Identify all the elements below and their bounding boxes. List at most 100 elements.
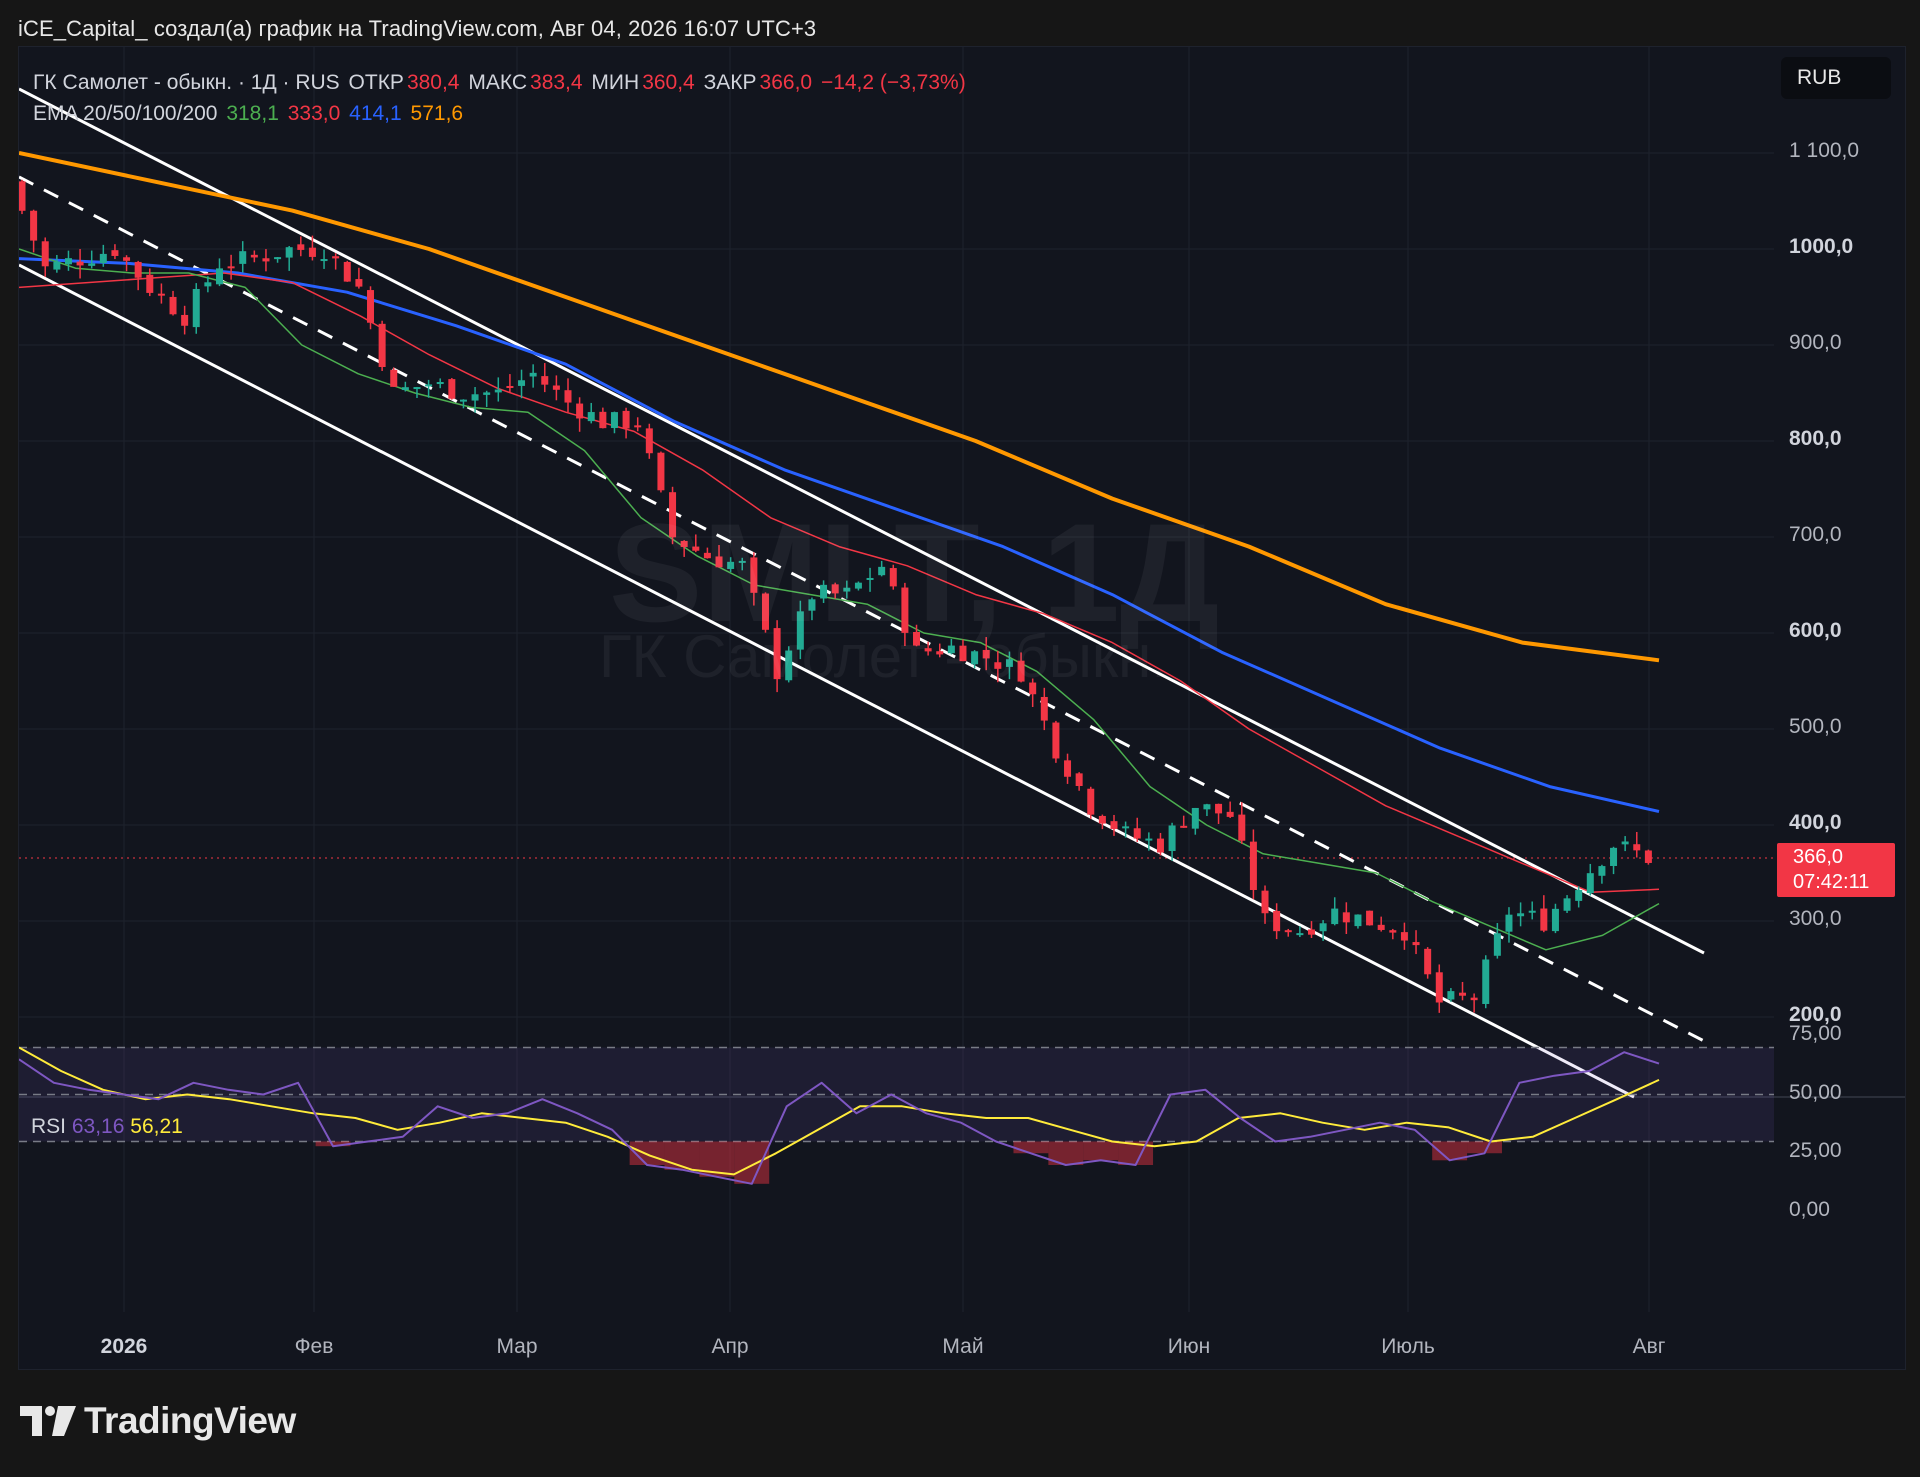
candle-body <box>622 410 630 429</box>
candle-body <box>1156 838 1164 853</box>
candle-body <box>1284 930 1292 933</box>
time-tick-label: Фев <box>294 1335 334 1358</box>
candle-body <box>1610 847 1618 866</box>
candle-body <box>854 582 862 589</box>
candle-body <box>297 244 305 250</box>
candle-body <box>785 650 793 681</box>
channel-upper-line <box>19 87 1705 955</box>
candle-body <box>750 557 758 593</box>
last-price-badge: 366,0 07:42:11 <box>1777 843 1895 897</box>
candle-body <box>1052 722 1060 759</box>
candle-body <box>1226 811 1234 817</box>
candle-body <box>1459 992 1467 996</box>
candle-body <box>1493 933 1501 956</box>
candle-body <box>1307 929 1315 935</box>
rsi-tick-label: 25,00 <box>1789 1139 1842 1163</box>
candle-body <box>576 403 584 419</box>
ema20-value: 318,1 <box>226 102 279 125</box>
candle-body <box>1331 908 1339 925</box>
candle-body <box>471 394 479 401</box>
candle-body <box>250 254 258 258</box>
candle-body <box>1133 828 1141 839</box>
candle-body <box>1377 924 1385 930</box>
candle-body <box>1633 844 1641 851</box>
candle-body <box>483 392 491 395</box>
candle-body <box>657 452 665 491</box>
candle-body <box>645 428 653 454</box>
time-tick-label: Авг <box>1632 1335 1666 1358</box>
candle-body <box>889 568 897 587</box>
currency-button[interactable]: RUB <box>1781 57 1891 99</box>
last-price: 366,0 <box>1793 846 1844 868</box>
price-tick-label: 500,0 <box>1789 715 1842 738</box>
candle-body <box>1575 890 1583 901</box>
candle-body <box>53 261 61 270</box>
rsi-oversold-fill <box>315 1141 351 1147</box>
candle-body <box>1621 841 1629 845</box>
symbol-name[interactable]: ГК Самолет - обыкн. · 1Д · RUS <box>33 71 340 94</box>
candle-body <box>390 369 398 387</box>
candle-body <box>378 323 386 368</box>
candle-body <box>1354 914 1362 927</box>
tradingview-logo[interactable]: TradingView <box>20 1400 296 1442</box>
candle-body <box>541 376 549 385</box>
price-tick-label: 600,0 <box>1789 619 1842 642</box>
candle-body <box>99 253 107 264</box>
high-label: МАКС <box>468 71 528 94</box>
time-tick-label: Июн <box>1167 1335 1211 1358</box>
candle-body <box>1261 890 1269 914</box>
candle-body <box>239 251 247 264</box>
candle-body <box>30 210 38 241</box>
chart-canvas[interactable] <box>19 47 1905 1369</box>
candle-body <box>1075 773 1083 787</box>
candle-body <box>1180 825 1188 828</box>
ema-lines <box>19 151 1660 951</box>
candle-body <box>123 257 131 261</box>
candle-body <box>204 282 212 287</box>
candle-body <box>436 382 444 385</box>
candle-body <box>599 411 607 429</box>
rsi-pane <box>19 1046 1774 1185</box>
candle-body <box>332 256 340 259</box>
candle-body <box>401 387 409 391</box>
candle-body <box>761 593 769 630</box>
price-tick-label: 200,0 <box>1789 1003 1842 1026</box>
candle-body <box>1412 942 1420 946</box>
rsi-line <box>19 1051 1660 1185</box>
close-value: 366,0 <box>759 71 813 94</box>
low-label: МИН <box>591 71 640 94</box>
candle-body <box>76 261 84 266</box>
candle-body <box>703 552 711 559</box>
candle-body <box>913 632 921 646</box>
rsi-oversold-fill <box>1048 1141 1084 1165</box>
candle-body <box>192 288 200 328</box>
candle-body <box>878 566 886 576</box>
candle-body <box>1191 807 1199 829</box>
candle-body <box>994 662 1002 669</box>
candle-body <box>308 247 316 257</box>
candle-body <box>1319 923 1327 932</box>
price-tick-label: 700,0 <box>1789 523 1842 546</box>
candle-body <box>692 546 700 551</box>
candle-body <box>494 389 502 393</box>
rsi-label[interactable]: RSI <box>31 1115 67 1138</box>
time-tick-label: Май <box>942 1335 984 1358</box>
rsi-value: 63,16 <box>71 1115 125 1138</box>
candle-body <box>796 611 804 650</box>
change-value: −14,2 (−3,73%) <box>820 71 966 94</box>
candle-body <box>587 412 595 422</box>
candle-body <box>947 645 955 654</box>
price-tick-label: 1 100,0 <box>1789 139 1860 162</box>
candle-body <box>367 290 375 323</box>
candle-body <box>1482 959 1490 1004</box>
candle-body <box>1110 821 1118 829</box>
time-tick-label: Июль <box>1381 1335 1435 1358</box>
candle-body <box>843 587 851 592</box>
candle-body <box>529 372 537 377</box>
candle-body <box>157 293 165 296</box>
candle-body <box>506 385 514 388</box>
candle-body <box>1586 873 1594 894</box>
chart-panel[interactable]: SMLT, 1Д ГК Самолет - обыкн. ГК Самолет … <box>18 46 1906 1370</box>
ema-label[interactable]: EMA 20/50/100/200 <box>33 102 218 125</box>
close-label: ЗАКР <box>703 71 757 94</box>
